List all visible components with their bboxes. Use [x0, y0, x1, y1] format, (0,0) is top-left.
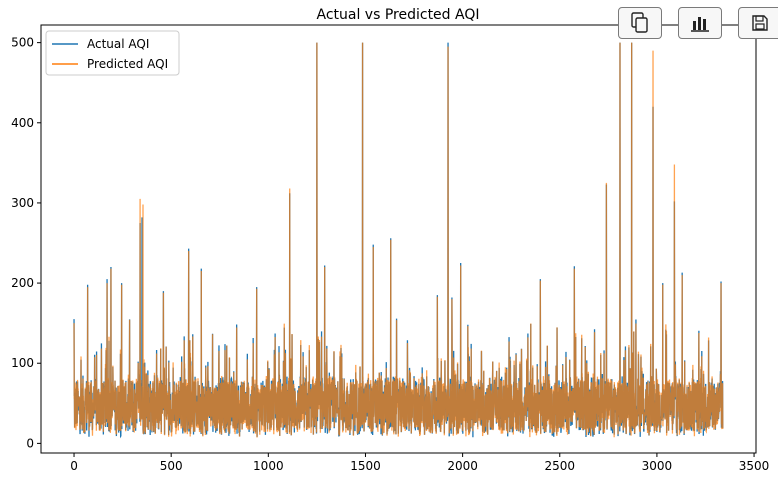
save-icon — [752, 15, 768, 31]
plot-frame — [40, 24, 757, 454]
y-axis-ticks: 0 100 200 300 400 500 — [11, 36, 41, 450]
x-tick-label: 2000 — [447, 459, 478, 473]
x-tick-label: 3000 — [642, 459, 673, 473]
save-button[interactable] — [738, 7, 778, 39]
copy-button[interactable] — [618, 7, 662, 39]
y-tick-label: 500 — [11, 36, 34, 50]
x-tick-label: 2500 — [544, 459, 575, 473]
y-tick-label: 200 — [11, 276, 34, 290]
chart-button[interactable] — [678, 7, 722, 39]
copy-icon — [631, 12, 648, 33]
x-tick-label: 1500 — [350, 459, 381, 473]
legend-label: Predicted AQI — [87, 57, 168, 71]
y-tick-label: 400 — [11, 116, 34, 130]
series-line-predicted — [73, 42, 724, 438]
y-tick-label: 100 — [11, 356, 34, 370]
legend-label: Actual AQI — [87, 37, 149, 51]
x-tick-label: 1000 — [253, 459, 284, 473]
y-tick-label: 0 — [26, 436, 34, 450]
bar-chart-icon — [691, 17, 709, 32]
x-tick-label: 0 — [70, 459, 78, 473]
x-axis-ticks: 0 500 1000 1500 2000 2500 3000 3500 — [70, 453, 769, 473]
x-tick-label: 3500 — [739, 459, 770, 473]
x-tick-label: 500 — [160, 459, 183, 473]
legend: Actual AQI Predicted AQI — [45, 30, 180, 76]
legend-box — [45, 30, 180, 76]
y-tick-label: 300 — [11, 196, 34, 210]
chart-title: Actual vs Predicted AQI — [317, 7, 480, 23]
plot-lines — [73, 42, 724, 439]
